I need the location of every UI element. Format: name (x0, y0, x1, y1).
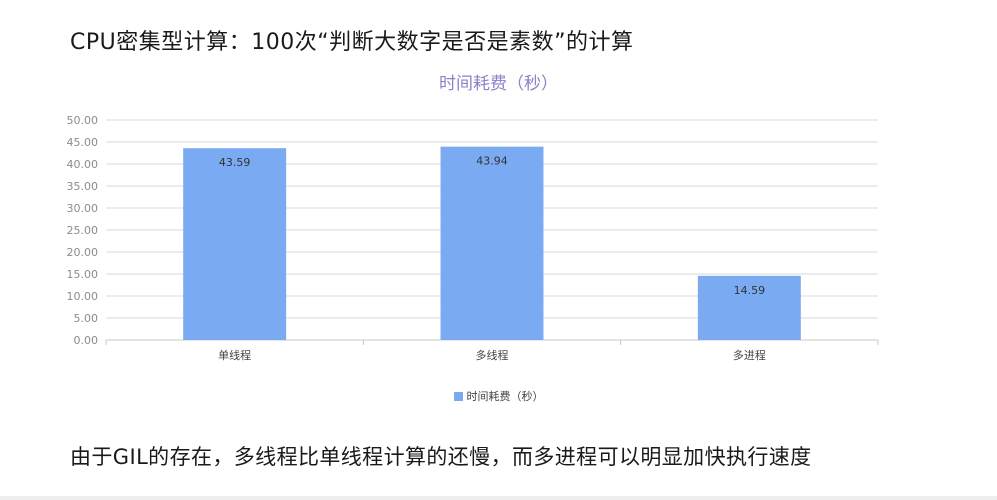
y-tick-label: 15.00 (67, 268, 99, 281)
y-tick-label: 0.00 (74, 334, 99, 347)
x-category-label: 多进程 (733, 348, 766, 362)
bar (440, 146, 544, 340)
legend-swatch (453, 392, 463, 401)
bar (183, 148, 287, 340)
y-tick-label: 5.00 (74, 312, 99, 325)
y-tick-label: 45.00 (67, 136, 99, 149)
data-label: 43.59 (219, 156, 251, 169)
y-tick-label: 25.00 (67, 224, 99, 237)
data-label: 43.94 (476, 155, 508, 168)
chart-legend: 时间耗费（秒） (0, 388, 997, 404)
x-category-label: 单线程 (218, 348, 251, 362)
legend-label: 时间耗费（秒） (466, 390, 544, 403)
chart-title: 时间耗费（秒） (439, 74, 558, 94)
slide-caption: 由于GIL的存在，多线程比单线程计算的还慢，而多进程可以明显加快执行速度 (70, 445, 812, 469)
x-category-label: 多线程 (476, 348, 509, 362)
bar (697, 275, 801, 340)
data-label: 14.59 (734, 284, 766, 297)
y-tick-label: 50.00 (67, 114, 99, 127)
y-tick-label: 20.00 (67, 246, 99, 259)
y-tick-label: 10.00 (67, 290, 99, 303)
slide-title: CPU密集型计算：100次“判断大数字是否是素数”的计算 (70, 30, 634, 55)
y-tick-label: 35.00 (67, 180, 99, 193)
bottom-divider (0, 496, 997, 500)
y-tick-label: 30.00 (67, 202, 99, 215)
y-tick-label: 40.00 (67, 158, 99, 171)
